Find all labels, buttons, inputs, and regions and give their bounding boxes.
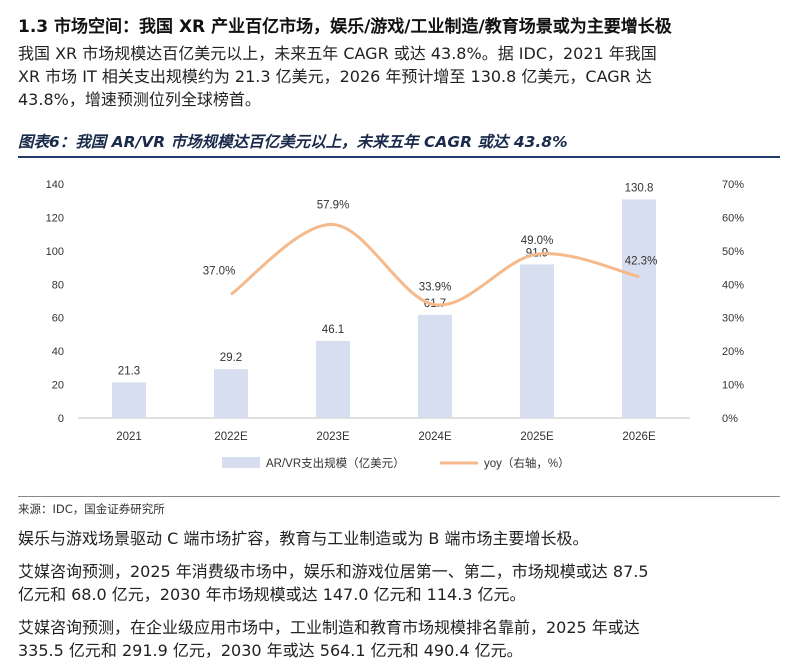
figure-title: 图表6：我国 AR/VR 市场规模达百亿美元以上，未来五年 CAGR 或达 43… xyxy=(18,133,568,151)
yoy-value-label: 33.9% xyxy=(419,282,452,294)
x-tick-label: 2026E xyxy=(622,431,656,443)
y-right-tick-label: 70% xyxy=(722,179,744,191)
yoy-value-label: 49.0% xyxy=(521,235,554,247)
yoy-value-label: 57.9% xyxy=(317,199,350,211)
yoy-line xyxy=(230,222,640,307)
intro-line-3: 43.8%，增速预测位列全球榜首。 xyxy=(18,90,261,109)
y-left-tick-label: 100 xyxy=(46,246,64,258)
paragraph-4-line-1: 艾媒咨询预测，在企业级应用市场中，工业制造和教育市场规模排名靠前，2025 年或… xyxy=(18,618,640,637)
bar xyxy=(520,264,554,418)
intro-paragraph: 我国 XR 市场规模达百亿美元以上，未来五年 CAGR 或达 43.8%。据 I… xyxy=(18,42,780,111)
y-left-tick-label: 60 xyxy=(52,313,64,325)
bar xyxy=(112,382,146,418)
figure-top-rule xyxy=(18,156,780,158)
paragraph-4-line-2: 335.5 亿元和 291.9 亿元，2030 年或达 564.1 亿元和 49… xyxy=(18,641,523,660)
y-left-tick-label: 140 xyxy=(46,179,64,191)
source-note: 来源：IDC，国金证券研究所 xyxy=(18,502,165,516)
paragraph-3-line-2: 亿元和 68.0 亿元，2030 年市场规模或达 147.0 亿元和 114.3… xyxy=(18,585,526,604)
legend-line-label: yoy（右轴，%） xyxy=(484,456,570,470)
x-tick-label: 2021 xyxy=(116,431,142,443)
x-tick-label: 2023E xyxy=(316,431,350,443)
paragraph-2-line-1: 娱乐与游戏场景驱动 C 端市场扩容，教育与工业制造或为 B 端市场主要增长极。 xyxy=(18,529,589,548)
paragraph-3-line-1: 艾媒咨询预测，2025 年消费级市场中，娱乐和游戏位居第一、第二，市场规模或达 … xyxy=(18,562,649,581)
bar xyxy=(214,369,248,418)
legend-bar-label: AR/VR支出规模（亿美元） xyxy=(266,456,405,470)
y-right-tick-label: 10% xyxy=(722,380,744,392)
yoy-value-label: 37.0% xyxy=(203,265,236,277)
y-left-tick-label: 120 xyxy=(46,212,64,224)
y-right-tick-label: 60% xyxy=(722,212,744,224)
section-heading: 1.3 市场空间：我国 XR 产业百亿市场，娱乐/游戏/工业制造/教育场景或为主… xyxy=(18,17,672,37)
y-right-tick-label: 50% xyxy=(722,246,744,258)
intro-line-1: 我国 XR 市场规模达百亿美元以上，未来五年 CAGR 或达 43.8%。据 I… xyxy=(18,44,657,63)
bar-value-label: 21.3 xyxy=(118,365,140,377)
bar xyxy=(622,199,656,418)
bar xyxy=(418,314,452,418)
y-left-tick-label: 80 xyxy=(52,279,64,291)
market-size-chart: 0 20 40 60 80 100 120 140 0% 10% 20% 30% 40% 50% 60% 70… xyxy=(46,179,745,470)
legend-bar-swatch xyxy=(222,457,260,468)
x-tick-label: 2022E xyxy=(214,431,248,443)
y-right-tick-label: 0% xyxy=(722,413,738,425)
y-right-tick-label: 40% xyxy=(722,279,744,291)
bar xyxy=(316,340,350,418)
paragraph-2: 娱乐与游戏场景驱动 C 端市场扩容，教育与工业制造或为 B 端市场主要增长极。 xyxy=(18,527,780,550)
y-left-tick-label: 0 xyxy=(58,413,64,425)
bar-value-label: 29.2 xyxy=(220,352,242,364)
y-right-tick-label: 20% xyxy=(722,346,744,358)
figure-bottom-rule xyxy=(18,496,780,497)
bar-value-label: 130.8 xyxy=(625,182,654,194)
y-left-tick-label: 20 xyxy=(52,380,64,392)
paragraph-3: 艾媒咨询预测，2025 年消费级市场中，娱乐和游戏位居第一、第二，市场规模或达 … xyxy=(18,560,780,606)
intro-line-2: XR 市场 IT 相关支出规模约为 21.3 亿美元，2026 年预计增至 13… xyxy=(18,67,652,86)
y-left-tick-label: 40 xyxy=(52,346,64,358)
bar-value-label: 46.1 xyxy=(322,324,344,336)
yoy-value-label: 42.3% xyxy=(625,256,658,268)
y-right-tick-label: 30% xyxy=(722,313,744,325)
x-tick-label: 2024E xyxy=(418,431,452,443)
x-tick-label: 2025E xyxy=(520,431,554,443)
paragraph-4: 艾媒咨询预测，在企业级应用市场中，工业制造和教育市场规模排名靠前，2025 年或… xyxy=(18,616,780,662)
